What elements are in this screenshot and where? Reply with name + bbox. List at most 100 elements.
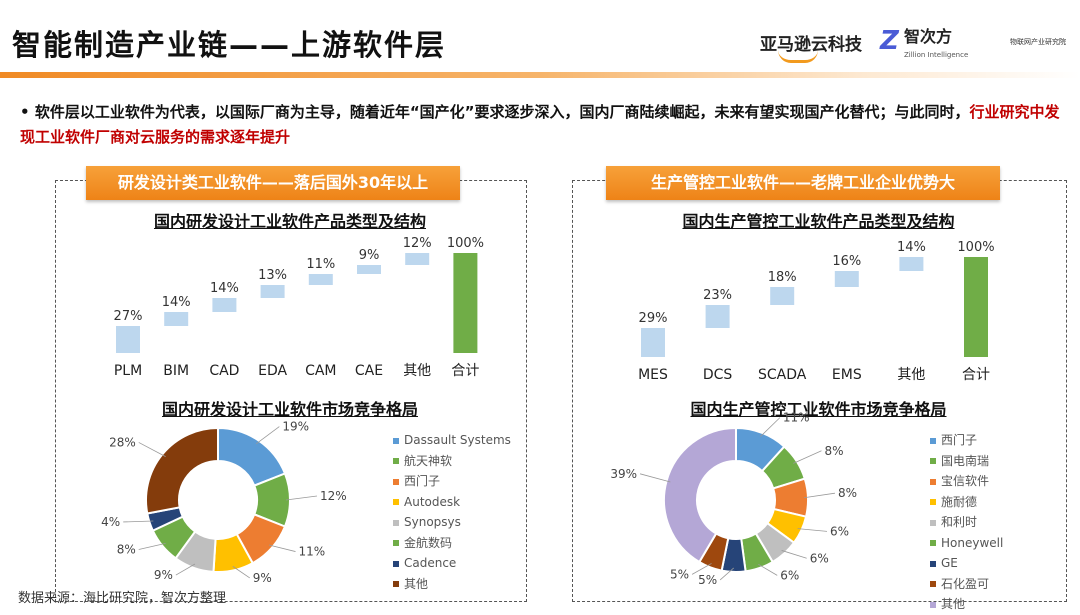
slice-value-label: 39%: [610, 467, 637, 481]
waterfall-bar: [453, 253, 478, 353]
category-label: SCADA: [758, 367, 807, 383]
bar-value-label: 12%: [403, 236, 432, 251]
legend-item: Autodesk: [393, 492, 511, 513]
leader-line: [285, 495, 318, 501]
legend-item: 西门子: [930, 430, 1003, 451]
legend-swatch: [930, 458, 936, 464]
waterfall-bar: [308, 274, 333, 285]
left-donut-legend: Dassault Systems 航天神软 西门子 Autodesk Synopsys 金…: [393, 430, 511, 594]
legend-label: 国电南瑞: [941, 453, 990, 468]
legend-item: 其他: [393, 574, 511, 595]
legend-label: 宝信软件: [941, 474, 990, 488]
leader-line: [255, 426, 280, 445]
bar-value-label: 11%: [306, 257, 335, 272]
category-label: PLM: [114, 363, 142, 379]
slice-value-label: 5%: [670, 567, 689, 581]
category-label: 其他: [403, 363, 431, 379]
legend-label: 和利时: [941, 515, 978, 529]
legend-label: Synopsys: [404, 515, 461, 529]
legend-item: 和利时: [930, 512, 1003, 533]
bullet-highlight: 行业研究中发现工业软件厂商对云服务的需求逐年提升: [20, 103, 1060, 146]
leader-line: [719, 567, 734, 581]
right-banner: 生产管控工业软件——老牌工业企业优势大: [606, 166, 1000, 200]
logo-iot-institute: 物联网产业研究院: [1010, 38, 1066, 46]
bar-value-label: 14%: [162, 295, 191, 310]
legend-swatch: [930, 601, 936, 608]
legend-swatch: [393, 437, 399, 444]
legend-swatch: [393, 478, 399, 485]
leader-line: [138, 442, 166, 458]
right-donut-title: 国内生产管控工业软件市场竞争格局: [690, 400, 947, 419]
slice-value-label: 6%: [780, 568, 799, 582]
right-waterfall-title: 国内生产管控工业软件产品类型及结构: [682, 212, 955, 231]
waterfall-bar: [834, 271, 859, 287]
waterfall-bar: [357, 265, 381, 274]
leader-line: [758, 563, 778, 576]
legend-item: Cadence: [393, 553, 511, 574]
legend-label: 其他: [404, 576, 429, 591]
legend-swatch: [930, 519, 936, 526]
category-label: MES: [638, 367, 668, 383]
slice-value-label: 9%: [253, 571, 272, 585]
legend-swatch: [930, 478, 936, 485]
waterfall-bar: [116, 326, 140, 353]
category-label: CAD: [209, 363, 239, 379]
legend-swatch: [930, 499, 936, 505]
slice-value-label: 19%: [282, 420, 309, 434]
slice-value-label: 4%: [101, 515, 120, 529]
summary-bullet: • 软件层以工业软件为代表，以国际厂商为主导，随着近年“国产化”要求逐步深入，国…: [20, 103, 1060, 146]
waterfall-bar: [964, 257, 988, 357]
bar-value-label: 9%: [359, 248, 380, 263]
legend-label: 西门子: [941, 433, 978, 447]
leader-line: [781, 550, 807, 559]
left-donut-title: 国内研发设计工业软件市场竞争格局: [161, 400, 418, 419]
waterfall-bar: [705, 305, 730, 328]
right-donut-legend: 西门子 国电南瑞 宝信软件 施耐德 和利时 Honeywell GE 石化盈可 其他: [930, 430, 1003, 615]
legend-item: 其他: [930, 594, 1003, 615]
slice-value-label: 5%: [698, 573, 717, 587]
legend-label: 航天神软: [404, 453, 453, 468]
leader-line: [232, 566, 250, 579]
legend-label: 施耐德: [941, 494, 978, 509]
category-label: 合计: [451, 363, 479, 379]
waterfall-bar: [899, 257, 924, 271]
bar-value-label: 13%: [258, 268, 287, 283]
logo-zhicifang: 智次方: [904, 27, 953, 46]
aws-smile-icon: [778, 50, 818, 63]
leader-line: [138, 542, 166, 550]
left-waterfall-title: 国内研发设计工业软件产品类型及结构: [153, 212, 426, 231]
slice-value-label: 11%: [783, 411, 810, 425]
leader-line: [797, 528, 828, 532]
legend-item: Dassault Systems: [393, 430, 511, 451]
zillion-z-icon: Z: [880, 26, 899, 56]
legend-item: Synopsys: [393, 512, 511, 533]
leader-line: [803, 492, 836, 499]
legend-label: Cadence: [404, 556, 457, 570]
bar-value-label: 23%: [703, 288, 732, 303]
legend-label: 西门子: [404, 474, 441, 488]
legend-item: 施耐德: [930, 492, 1003, 513]
waterfall-bar: [260, 285, 285, 298]
legend-item: 石化盈可: [930, 574, 1003, 595]
leader-line: [268, 544, 296, 552]
legend-swatch: [930, 560, 936, 567]
data-source: 数据来源：海比研究院，智次方整理: [18, 591, 227, 606]
bar-value-label: 27%: [114, 309, 143, 324]
slice-value-label: 12%: [320, 489, 347, 503]
legend-swatch: [393, 458, 399, 464]
legend-label: 其他: [941, 597, 966, 611]
waterfall-bar: [770, 287, 795, 305]
leader-line: [760, 417, 781, 437]
slice-value-label: 6%: [810, 551, 829, 565]
category-label: CAM: [305, 363, 336, 379]
bar-value-label: 16%: [832, 254, 861, 269]
bar-value-label: 100%: [447, 236, 484, 251]
slice-value-label: 11%: [299, 545, 326, 559]
bar-value-label: 14%: [897, 240, 926, 255]
logo-zillion: Zillion Intelligence: [904, 51, 969, 59]
legend-label: Autodesk: [404, 494, 461, 509]
slice-value-label: 9%: [154, 568, 173, 582]
legend-swatch: [930, 437, 936, 444]
legend-item: 航天神软: [393, 451, 511, 472]
